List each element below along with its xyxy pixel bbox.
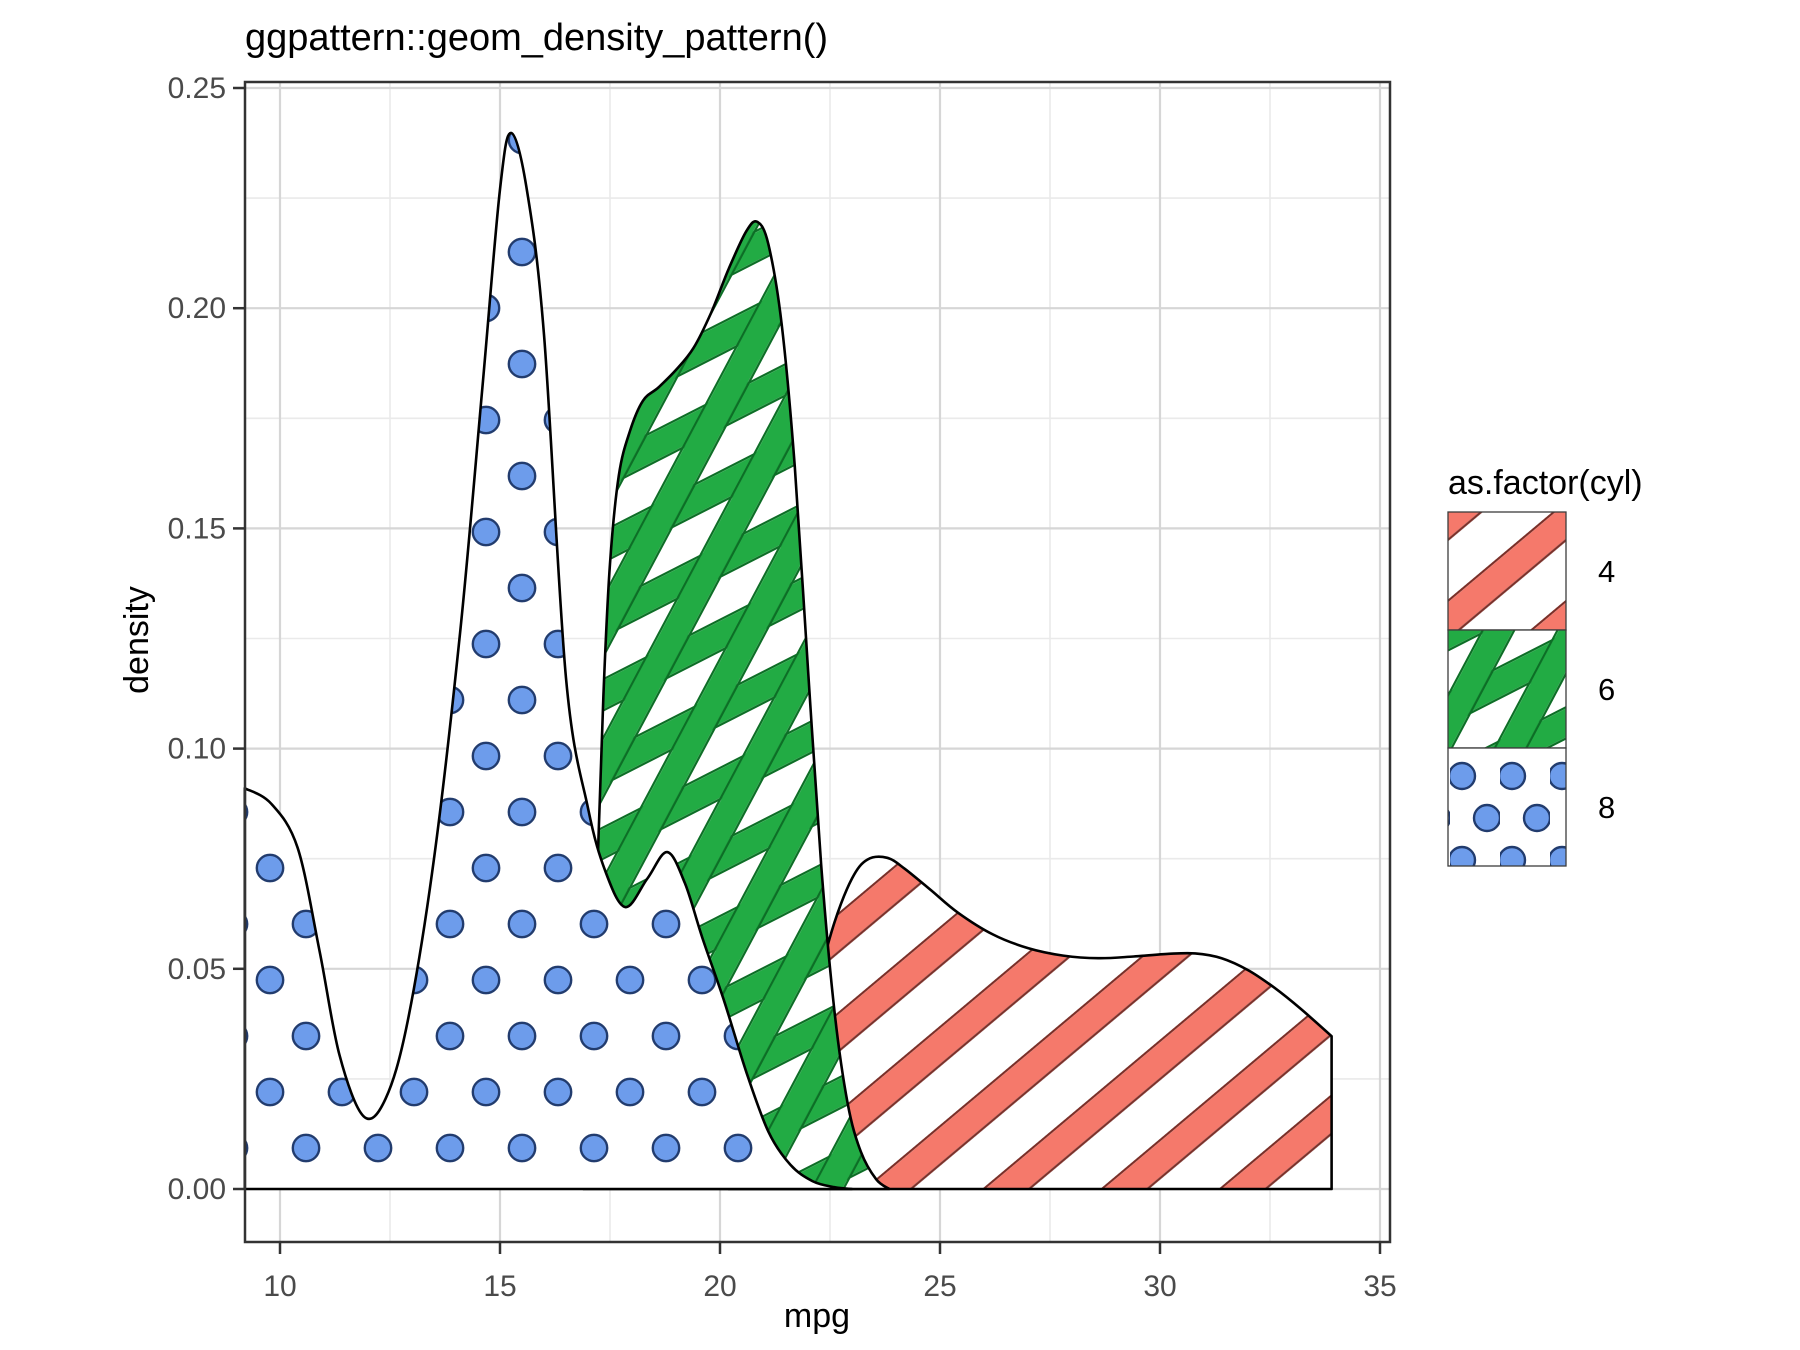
y-tick-label: 0.15 <box>168 512 226 545</box>
crosshatch-key-swatch <box>1448 630 1566 748</box>
legend-key-label: 6 <box>1598 672 1615 707</box>
density-areas <box>243 131 1333 1191</box>
y-tick-label: 0.00 <box>168 1173 226 1206</box>
legend-key-border <box>1447 747 1567 867</box>
legend-key-label: 8 <box>1598 790 1615 825</box>
x-tick-label: 15 <box>483 1270 516 1303</box>
y-tick-label: 0.05 <box>168 953 226 986</box>
legend-key-label: 4 <box>1598 554 1615 589</box>
stripe-key-swatch <box>1448 512 1566 630</box>
legend: as.factor(cyl) 4 6 8 <box>1447 464 1643 867</box>
x-tick-label: 25 <box>923 1270 956 1303</box>
y-axis-title: density <box>118 586 156 694</box>
x-tick-label: 35 <box>1363 1270 1396 1303</box>
x-tick-label: 20 <box>703 1270 736 1303</box>
x-tick-label: 30 <box>1143 1270 1176 1303</box>
chart-title: ggpattern::geom_density_pattern() <box>245 17 828 59</box>
legend-key-8: 8 <box>1447 747 1615 867</box>
legend-key-6: 6 <box>1447 629 1615 749</box>
panel-border <box>243 80 1392 1244</box>
y-tick-label: 0.10 <box>168 733 226 766</box>
density-outline-cyl-6 <box>582 220 891 1191</box>
y-tick-label: 0.20 <box>168 292 226 325</box>
y-tick-label: 0.25 <box>168 72 226 105</box>
density-outline-cyl-8 <box>243 131 854 1191</box>
circle-key-swatch <box>1448 748 1566 866</box>
legend-keys: 4 6 8 <box>1447 511 1615 867</box>
legend-title: as.factor(cyl) <box>1448 464 1643 502</box>
axis-ticks-and-labels: 10 15 20 25 30 35 0.00 0.05 0.10 0.15 0.20 0.25 <box>168 72 1397 1303</box>
x-tick-label: 10 <box>263 1270 296 1303</box>
x-axis-title: mpg <box>784 1297 850 1335</box>
legend-key-4: 4 <box>1447 511 1615 631</box>
